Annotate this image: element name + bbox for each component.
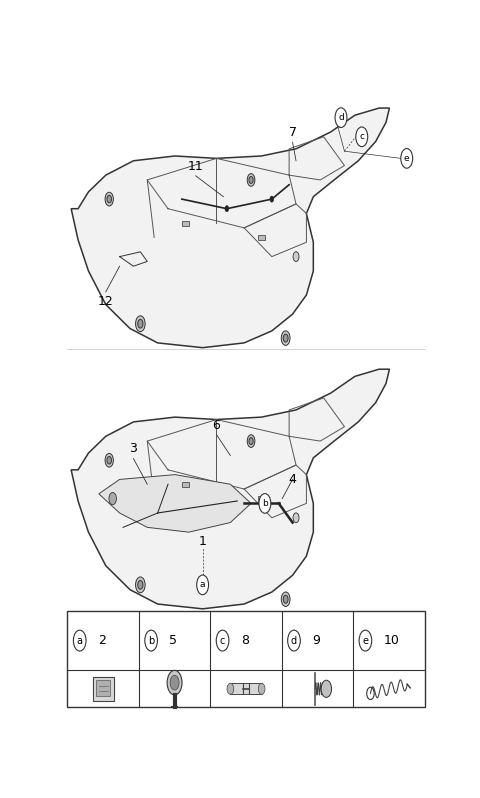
Text: d: d xyxy=(338,113,344,122)
Text: b: b xyxy=(262,499,268,508)
Circle shape xyxy=(135,577,145,593)
Circle shape xyxy=(288,630,300,651)
Text: 6: 6 xyxy=(213,418,220,432)
Text: 11: 11 xyxy=(188,160,204,172)
Polygon shape xyxy=(71,108,389,348)
Text: a: a xyxy=(200,580,205,590)
Circle shape xyxy=(167,670,182,695)
Circle shape xyxy=(216,630,229,651)
Circle shape xyxy=(293,513,299,523)
Bar xyxy=(258,496,265,501)
Circle shape xyxy=(138,580,143,589)
Circle shape xyxy=(170,675,179,690)
Text: a: a xyxy=(77,635,83,646)
Text: c: c xyxy=(220,635,225,646)
Circle shape xyxy=(247,435,255,448)
Circle shape xyxy=(197,575,209,595)
Text: 5: 5 xyxy=(169,634,178,647)
Text: 3: 3 xyxy=(130,442,137,456)
Circle shape xyxy=(249,437,253,444)
Circle shape xyxy=(270,196,274,202)
Bar xyxy=(181,220,189,226)
Text: 10: 10 xyxy=(384,634,399,647)
Text: 12: 12 xyxy=(98,295,114,308)
Circle shape xyxy=(107,196,111,203)
Circle shape xyxy=(227,683,234,694)
Circle shape xyxy=(259,493,271,513)
Bar xyxy=(230,683,262,694)
Text: 4: 4 xyxy=(288,473,297,486)
Circle shape xyxy=(247,174,255,186)
Circle shape xyxy=(335,108,347,128)
Text: 9: 9 xyxy=(312,634,320,647)
Text: 7: 7 xyxy=(288,126,297,139)
Circle shape xyxy=(401,148,413,168)
Circle shape xyxy=(293,251,299,262)
Bar xyxy=(181,482,189,487)
Bar xyxy=(93,677,114,701)
Bar xyxy=(96,680,110,696)
Text: c: c xyxy=(359,132,364,141)
Text: 2: 2 xyxy=(98,634,106,647)
Circle shape xyxy=(321,680,332,697)
Bar xyxy=(258,235,265,240)
Circle shape xyxy=(283,334,288,342)
Circle shape xyxy=(249,176,253,184)
Circle shape xyxy=(138,319,143,328)
Circle shape xyxy=(107,456,111,464)
Bar xyxy=(67,610,424,707)
Circle shape xyxy=(258,683,265,694)
Text: d: d xyxy=(291,635,297,646)
Text: 8: 8 xyxy=(241,634,249,647)
Circle shape xyxy=(283,595,288,603)
Circle shape xyxy=(356,127,368,147)
Circle shape xyxy=(73,630,86,651)
Circle shape xyxy=(145,630,157,651)
Text: b: b xyxy=(148,635,154,646)
Circle shape xyxy=(281,592,290,606)
Circle shape xyxy=(109,492,116,505)
Circle shape xyxy=(359,630,372,651)
Text: e: e xyxy=(404,154,409,163)
Circle shape xyxy=(135,316,145,332)
Circle shape xyxy=(225,206,228,211)
Text: 1: 1 xyxy=(199,535,206,548)
Circle shape xyxy=(105,192,113,206)
Polygon shape xyxy=(99,475,251,532)
Text: e: e xyxy=(362,635,369,646)
Polygon shape xyxy=(71,369,389,609)
Circle shape xyxy=(105,453,113,467)
Circle shape xyxy=(281,331,290,346)
